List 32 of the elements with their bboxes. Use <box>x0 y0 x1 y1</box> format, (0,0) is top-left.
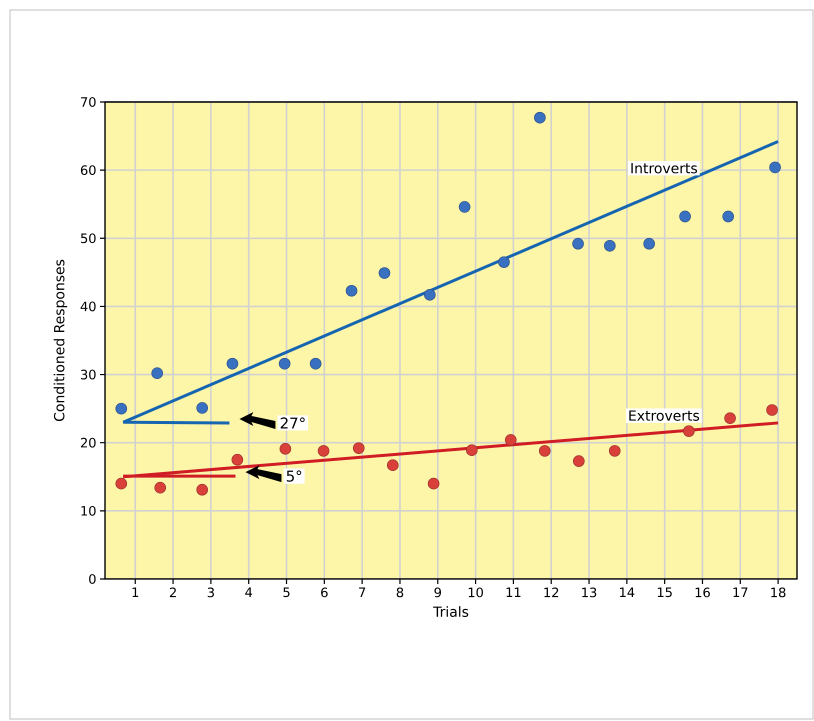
y-tick-label: 20 <box>80 438 96 448</box>
x-tick-label: 18 <box>771 588 786 598</box>
x-tick-label: 11 <box>506 588 520 597</box>
x-axis-title: Trials <box>433 606 468 617</box>
y-tick-label: 10 <box>81 506 96 516</box>
y-tick-label: 50 <box>81 233 96 244</box>
x-tick-label: 1 <box>132 588 138 597</box>
y-tick-label: 60 <box>80 165 96 176</box>
y-tick-label: 40 <box>80 302 96 312</box>
x-tick-label: 2 <box>170 588 176 598</box>
y-axis-title: Conditioned Responses <box>54 260 68 422</box>
x-tick-label: 10 <box>468 588 483 598</box>
x-tick-label: 14 <box>620 588 634 597</box>
y-tick-label: 0 <box>89 574 96 584</box>
x-tick-label: 5 <box>283 588 290 598</box>
x-tick-label: 17 <box>733 588 748 597</box>
x-tick-label: 8 <box>396 588 404 598</box>
annotation: 27° <box>280 417 305 428</box>
x-tick-label: 6 <box>321 588 328 598</box>
x-tick-label: 12 <box>544 588 558 598</box>
annotation: 5° <box>286 470 302 482</box>
x-tick-label: 3 <box>208 588 214 598</box>
x-tick-label: 4 <box>245 588 252 597</box>
y-tick-label: 30 <box>80 370 96 380</box>
x-tick-label: 16 <box>696 588 710 598</box>
x-tick-label: 9 <box>434 588 441 598</box>
series-label: Extroverts <box>629 410 700 421</box>
series-label: Introverts <box>631 163 698 174</box>
x-tick-label: 13 <box>582 588 596 598</box>
y-tick-label: 70 <box>81 97 96 107</box>
x-tick-label: 15 <box>658 588 672 598</box>
x-tick-label: 7 <box>359 588 366 597</box>
